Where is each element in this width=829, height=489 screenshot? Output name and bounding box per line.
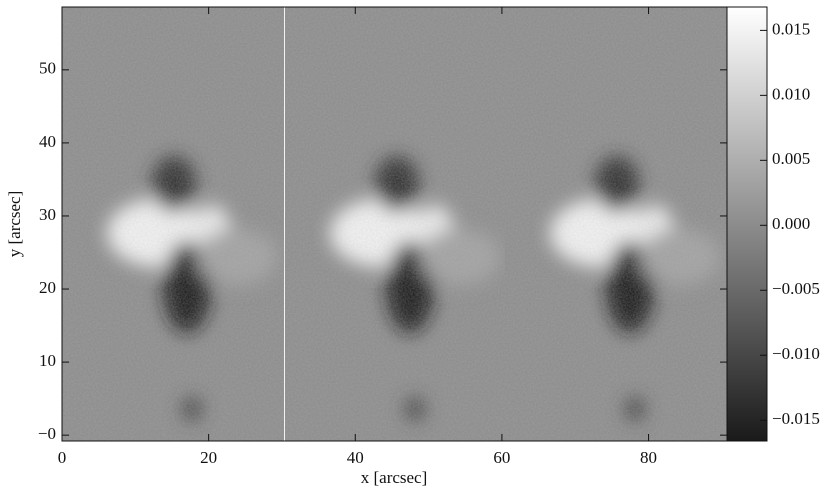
colorbar-tick-label: −0.015: [772, 409, 820, 428]
x-tick-label: 80: [640, 448, 657, 467]
y-tick-label: 40: [39, 132, 56, 151]
image: [62, 7, 727, 441]
y-tick-label: 50: [39, 59, 56, 78]
colorbar-tick-label: 0.015: [772, 19, 810, 38]
x-tick-label: 20: [200, 448, 217, 467]
x-axis-label: x [arcsec]: [361, 468, 428, 487]
y-tick-label: 20: [39, 278, 56, 297]
colorbar: [727, 7, 767, 441]
y-tick-label: 30: [39, 205, 56, 224]
x-tick-label: 60: [493, 448, 510, 467]
x-tick-label: 0: [58, 448, 67, 467]
colorbar-tick-label: 0.005: [772, 149, 810, 168]
colorbar-tick-label: −0.005: [772, 279, 820, 298]
x-tick-label: 40: [347, 448, 364, 467]
y-tick-label: 10: [39, 351, 56, 370]
colorbar-tick-label: 0.000: [772, 214, 810, 233]
colorbar-frame: [726, 6, 768, 442]
y-tick-label: −0: [38, 424, 56, 443]
colorbar-tick-label: −0.010: [772, 344, 820, 363]
colorbar-tick-label: 0.010: [772, 84, 810, 103]
y-axis-label: y [arcsec]: [5, 191, 24, 258]
image-noise: [62, 7, 727, 441]
